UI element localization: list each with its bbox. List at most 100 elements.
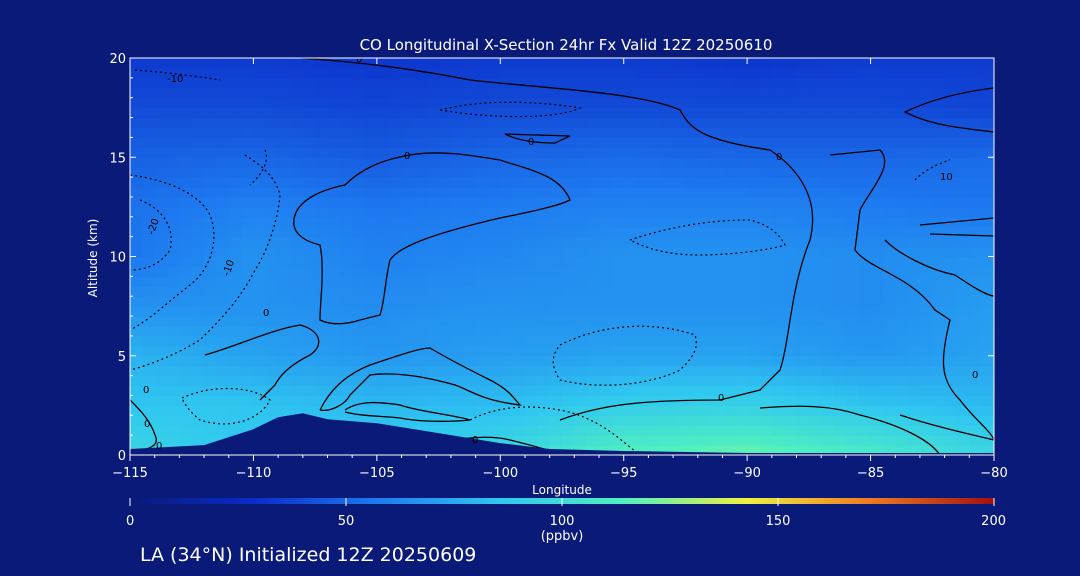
heat-cell: [734, 206, 748, 218]
heat-cell: [130, 276, 143, 287]
heat-cell: [265, 87, 279, 99]
heat-cell: [895, 415, 909, 426]
heat-cell: [808, 117, 822, 129]
heat-cell: [858, 405, 872, 416]
heat-cell: [130, 196, 143, 208]
heat-cell: [450, 117, 464, 129]
heat-cell: [130, 127, 143, 138]
heat-cell: [191, 236, 205, 248]
heat-cell: [574, 246, 588, 258]
heat-cell: [747, 216, 761, 228]
heat-cell: [981, 395, 994, 406]
heat-cell: [734, 246, 748, 258]
heat-cell: [352, 246, 366, 258]
heat-cell: [278, 385, 292, 397]
heat-cell: [969, 107, 983, 119]
heat-cell: [784, 107, 798, 119]
heat-cell: [241, 226, 255, 238]
heat-cell: [648, 246, 662, 258]
heat-cell: [487, 266, 501, 277]
heat-cell: [697, 286, 711, 297]
heat-cell: [833, 87, 847, 99]
heat-cell: [500, 107, 514, 119]
heat-cell: [228, 266, 242, 277]
heat-cell: [475, 177, 489, 188]
heat-cell: [562, 206, 575, 218]
heat-cell: [302, 286, 316, 297]
heat-cell: [142, 335, 156, 347]
heat-cell: [537, 177, 551, 188]
heat-cell: [734, 375, 748, 387]
heat-cell: [710, 177, 724, 188]
heat-cell: [463, 206, 477, 218]
heat-cell: [660, 206, 674, 218]
heat-cell: [191, 177, 205, 188]
heat-cell: [339, 58, 353, 69]
heat-cell: [241, 137, 255, 148]
heat-cell: [339, 266, 353, 277]
heat-cell: [130, 415, 143, 426]
heat-cell: [599, 345, 612, 357]
x-tick-label: −110: [236, 466, 272, 481]
heat-cell: [833, 187, 847, 198]
heat-cell: [845, 325, 859, 337]
heat-cell: [130, 67, 143, 79]
heat-cell: [599, 296, 612, 307]
heat-cell: [413, 395, 427, 406]
heat-cell: [241, 177, 255, 188]
heat-cell: [586, 395, 600, 406]
heat-cell: [142, 226, 156, 238]
heat-cell: [734, 325, 748, 337]
heat-cell: [981, 236, 994, 248]
heat-cell: [623, 296, 637, 307]
heat-cell: [512, 345, 526, 357]
heat-cell: [487, 415, 501, 426]
heat-cell: [981, 405, 994, 416]
heat-cell: [796, 206, 810, 218]
heat-cell: [142, 385, 156, 397]
heat-cell: [278, 395, 292, 406]
heat-cell: [685, 355, 699, 367]
heat-cell: [537, 296, 551, 307]
heat-cell: [376, 77, 390, 89]
heat-cell: [944, 117, 958, 129]
heat-cell: [722, 117, 736, 129]
heat-cell: [821, 355, 835, 367]
heat-cell: [870, 415, 884, 426]
heat-cell: [845, 87, 859, 99]
heat-cell: [722, 276, 736, 287]
heat-cell: [981, 286, 994, 297]
x-tick-label: −90: [733, 466, 760, 481]
heat-cell: [599, 316, 612, 327]
heat-cell: [426, 385, 440, 397]
heat-cell: [981, 385, 994, 397]
heat-cell: [784, 236, 798, 248]
heat-cell: [722, 226, 736, 238]
heat-cell: [821, 67, 835, 79]
heat-cell: [895, 196, 909, 208]
heat-cell: [463, 58, 477, 69]
heat-cell: [586, 365, 600, 377]
co-concentration-field: [130, 58, 994, 455]
heat-cell: [747, 345, 761, 357]
heat-cell: [969, 365, 983, 377]
heat-cell: [747, 395, 761, 406]
heat-cell: [808, 97, 822, 109]
heat-cell: [956, 117, 970, 129]
heat-cell: [154, 296, 168, 307]
heat-cell: [191, 127, 205, 138]
heat-cell: [302, 365, 316, 377]
heat-cell: [586, 77, 600, 89]
heat-cell: [660, 77, 674, 89]
heat-cell: [549, 256, 563, 268]
heat-cell: [562, 167, 575, 178]
heat-cell: [710, 405, 724, 416]
heat-cell: [315, 107, 329, 119]
heat-cell: [586, 435, 600, 446]
heat-cell: [932, 127, 946, 138]
heat-cell: [784, 196, 798, 208]
heat-cell: [771, 127, 785, 138]
heat-cell: [265, 147, 279, 158]
heat-cell: [500, 196, 514, 208]
heat-cell: [228, 405, 242, 416]
